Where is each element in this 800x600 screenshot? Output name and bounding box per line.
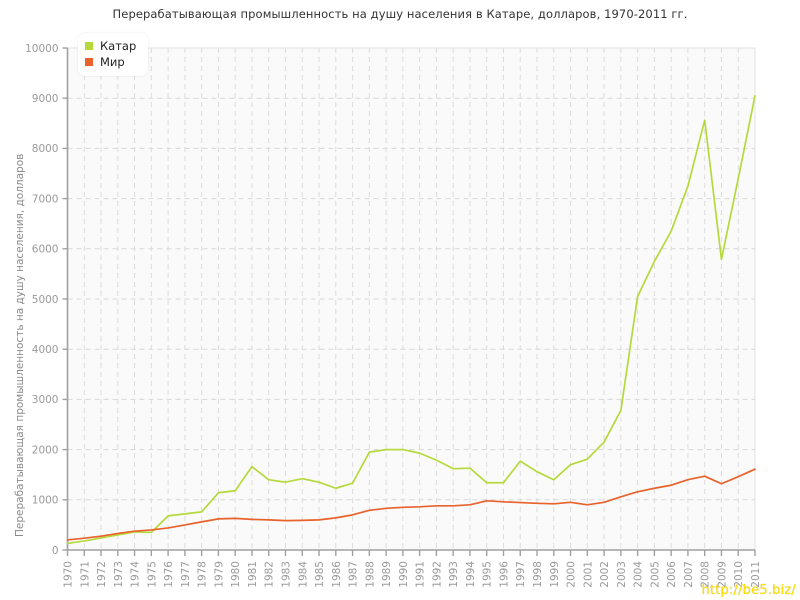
- svg-text:1993: 1993: [448, 561, 460, 588]
- svg-text:1985: 1985: [314, 561, 326, 588]
- svg-text:10000: 10000: [25, 43, 58, 55]
- svg-text:0: 0: [52, 545, 59, 557]
- svg-text:1975: 1975: [146, 561, 158, 588]
- svg-text:1987: 1987: [348, 561, 360, 588]
- svg-text:1970: 1970: [63, 561, 75, 588]
- svg-text:6000: 6000: [32, 244, 59, 256]
- svg-text:1994: 1994: [465, 561, 477, 588]
- svg-text:1972: 1972: [96, 561, 108, 588]
- svg-text:2006: 2006: [666, 561, 678, 588]
- svg-text:2000: 2000: [566, 561, 578, 588]
- legend-swatch-world: [85, 58, 93, 66]
- chart-legend: Катар Мир: [78, 33, 149, 76]
- svg-text:8000: 8000: [32, 143, 59, 155]
- svg-text:7000: 7000: [32, 193, 59, 205]
- svg-text:1996: 1996: [498, 561, 510, 588]
- svg-text:2004: 2004: [633, 561, 645, 588]
- svg-text:9000: 9000: [32, 93, 59, 105]
- svg-text:2000: 2000: [32, 444, 59, 456]
- svg-text:1998: 1998: [532, 561, 544, 588]
- svg-text:1974: 1974: [130, 561, 142, 588]
- x-axis-ticks: 1970 1971 1972 1973 1974 1975 1976 1977 1978 1979…: [63, 550, 762, 588]
- svg-text:1999: 1999: [549, 561, 561, 588]
- watermark-link[interactable]: http://be5.biz/: [701, 583, 796, 598]
- svg-text:2009: 2009: [716, 561, 728, 588]
- grid-lines: [67, 47, 756, 551]
- svg-text:1988: 1988: [364, 561, 376, 588]
- series-line-0: [66, 94, 756, 545]
- svg-text:1982: 1982: [264, 561, 276, 588]
- svg-text:2007: 2007: [683, 561, 695, 588]
- svg-text:1978: 1978: [197, 561, 209, 588]
- y-axis-ticks: 0 1000 2000 3000 4000 5000 6000 7000 8000 9000 100…: [25, 43, 68, 557]
- svg-text:1991: 1991: [415, 561, 427, 588]
- svg-text:2011: 2011: [750, 561, 762, 588]
- svg-text:2002: 2002: [599, 561, 611, 588]
- svg-text:1000: 1000: [32, 495, 59, 507]
- svg-text:1973: 1973: [113, 561, 125, 588]
- svg-text:1971: 1971: [79, 561, 91, 588]
- svg-text:1995: 1995: [482, 561, 494, 588]
- svg-text:1983: 1983: [280, 561, 292, 588]
- legend-label-qatar: Катар: [100, 39, 137, 53]
- chart-title: Перерабатывающая промышленность на душу …: [112, 7, 688, 21]
- svg-text:2010: 2010: [733, 561, 745, 588]
- legend-item-qatar[interactable]: Катар: [85, 38, 136, 54]
- svg-text:1986: 1986: [331, 561, 343, 588]
- legend-item-world[interactable]: Мир: [85, 54, 136, 70]
- svg-text:4000: 4000: [32, 344, 59, 356]
- svg-text:2001: 2001: [582, 561, 594, 588]
- legend-swatch-qatar: [85, 42, 93, 50]
- svg-text:3000: 3000: [32, 394, 59, 406]
- svg-text:2008: 2008: [700, 561, 712, 588]
- svg-text:1992: 1992: [431, 561, 443, 588]
- svg-text:1990: 1990: [398, 561, 410, 588]
- svg-text:1981: 1981: [247, 561, 259, 588]
- svg-text:2005: 2005: [649, 561, 661, 588]
- svg-text:1980: 1980: [230, 561, 242, 588]
- svg-text:1977: 1977: [180, 561, 192, 588]
- svg-text:1976: 1976: [163, 561, 175, 588]
- legend-label-world: Мир: [100, 55, 125, 69]
- svg-text:1989: 1989: [381, 561, 393, 588]
- series-line-1: [66, 468, 756, 541]
- svg-text:2003: 2003: [616, 561, 628, 588]
- y-axis-title: Перерабатывающая промышленность на душу …: [14, 153, 26, 537]
- svg-text:1997: 1997: [515, 561, 527, 588]
- svg-text:1984: 1984: [297, 561, 309, 588]
- svg-text:5000: 5000: [32, 294, 59, 306]
- svg-text:1979: 1979: [213, 561, 225, 588]
- data-series: [66, 94, 756, 545]
